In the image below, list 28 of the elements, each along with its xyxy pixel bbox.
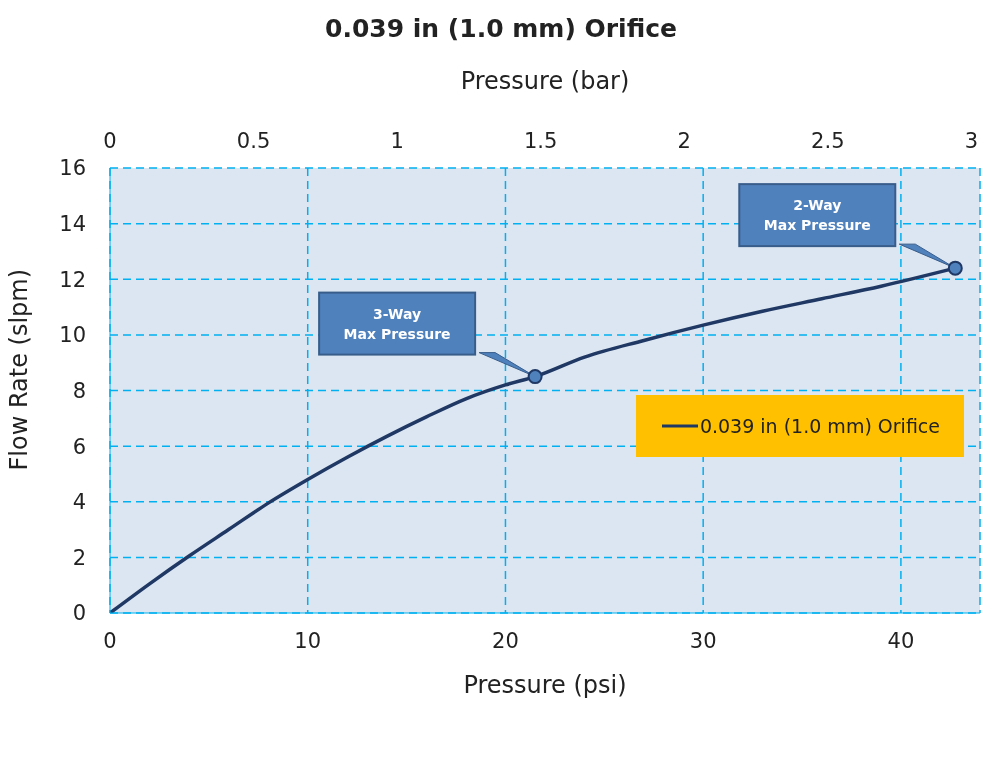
- y-tick-label: 8: [72, 378, 86, 403]
- y-axis-title: Flow Rate (slpm): [4, 268, 33, 471]
- x-tick-label: 10: [294, 628, 322, 653]
- y-tick-label: 14: [59, 212, 86, 237]
- annotation: 2-Way Max Pressure: [763, 197, 871, 234]
- x2-tick-label: 1.5: [523, 129, 558, 153]
- chart-title: 0.039 in (1.0 mm) Orifice: [324, 13, 678, 45]
- x2-tick-label: 0: [103, 129, 117, 153]
- annotation: 3-Way Max Pressure: [343, 305, 451, 342]
- x2-tick-label: 2.5: [811, 129, 845, 153]
- x2-axis-title: Pressure (bar): [460, 67, 630, 96]
- y-tick-label: 10: [59, 323, 86, 348]
- legend-label: 0.039 in (1.0 mm) Orifice: [699, 415, 940, 437]
- y-tick-label: 6: [72, 434, 86, 459]
- y-tick-label: 2: [72, 545, 86, 570]
- x-tick-label: 0: [103, 628, 117, 653]
- x-tick-label: 30: [689, 628, 717, 653]
- x-tick-label: 40: [887, 628, 915, 653]
- x-tick-label: 20: [492, 628, 519, 653]
- y-tick-label: 16: [59, 156, 86, 181]
- x2-tick-label: 1: [390, 129, 404, 153]
- y-tick-label: 4: [72, 490, 86, 515]
- y-tick-label: 0: [72, 601, 86, 626]
- x2-tick-label: 3: [964, 129, 979, 153]
- y-tick-label: 12: [59, 267, 86, 292]
- x2-tick-label: 0.5: [236, 129, 271, 153]
- x-axis-title: Pressure (psi): [463, 671, 627, 699]
- x2-tick-label: 2: [677, 129, 691, 153]
